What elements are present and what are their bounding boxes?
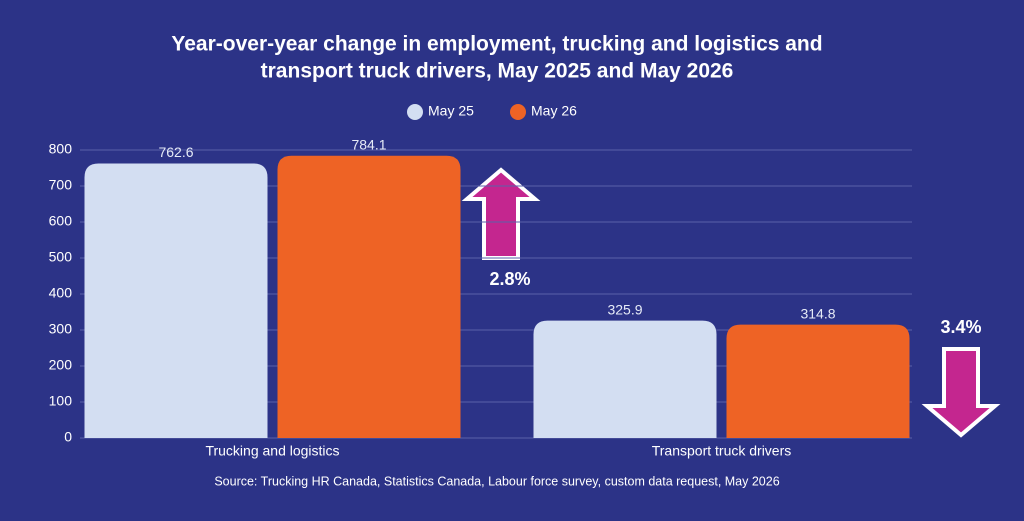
source-note: Source: Trucking HR Canada, Statistics C… <box>214 474 779 488</box>
value-label: 762.6 <box>158 144 193 160</box>
chart-title: Year-over-year change in employment, tru… <box>171 33 822 56</box>
y-tick-label: 600 <box>49 213 73 229</box>
y-tick-label: 200 <box>49 357 73 373</box>
value-label: 784.1 <box>351 136 386 152</box>
bar <box>533 320 717 438</box>
y-tick-label: 400 <box>49 285 73 301</box>
y-tick-label: 500 <box>49 249 73 265</box>
value-label: 325.9 <box>607 301 642 317</box>
y-tick-label: 0 <box>64 429 72 445</box>
bar <box>726 324 910 438</box>
y-tick-label: 800 <box>49 141 73 157</box>
bar <box>277 155 461 438</box>
legend-label: May 25 <box>428 103 474 119</box>
y-tick-label: 100 <box>49 393 73 409</box>
chart-title: transport truck drivers, May 2025 and Ma… <box>261 60 734 83</box>
legend-label: May 26 <box>531 103 577 119</box>
y-tick-label: 300 <box>49 321 73 337</box>
legend-swatch <box>510 104 526 120</box>
x-tick-label: Trucking and logistics <box>205 443 339 459</box>
legend-swatch <box>407 104 423 120</box>
bar <box>84 163 268 439</box>
down-arrow <box>921 347 1001 438</box>
annotation: 2.8% <box>489 269 530 289</box>
annotation: 3.4% <box>940 317 981 337</box>
x-tick-label: Transport truck drivers <box>652 443 792 459</box>
y-tick-label: 700 <box>49 177 73 193</box>
value-label: 314.8 <box>800 305 835 321</box>
